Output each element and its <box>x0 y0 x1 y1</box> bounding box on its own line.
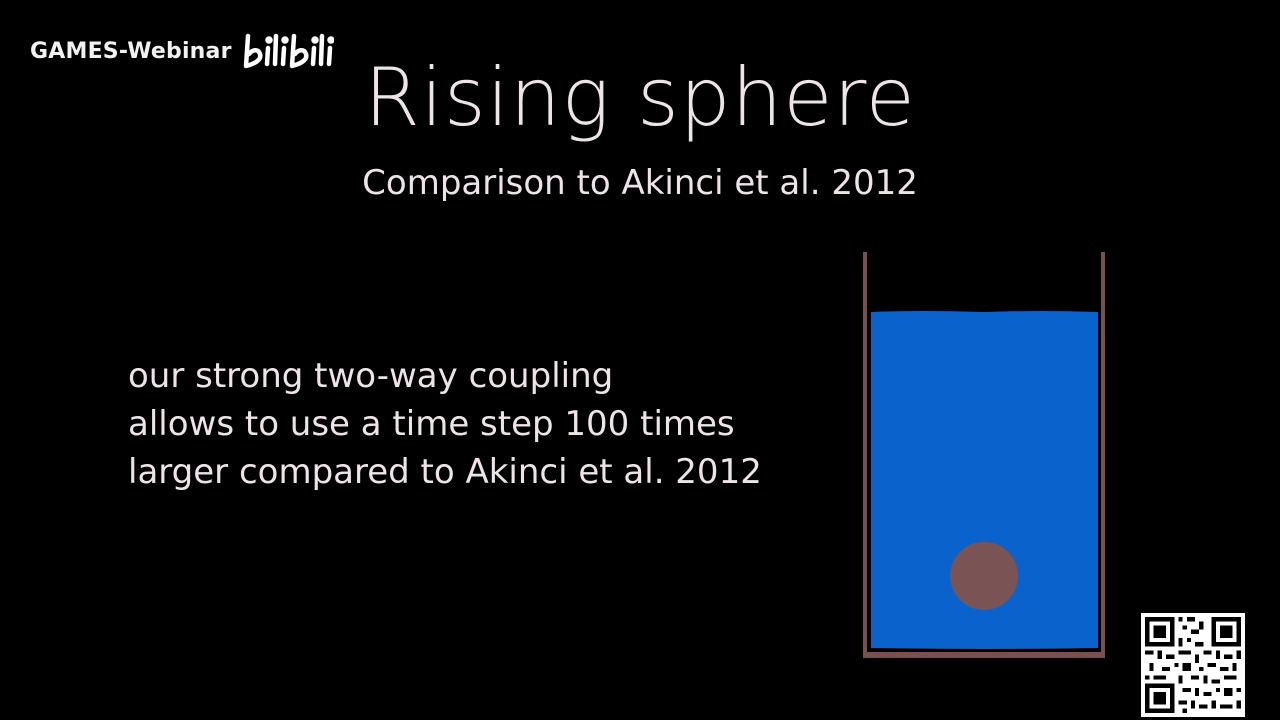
watermark-label: GAMES-Webinar <box>30 38 232 64</box>
watermark: GAMES-Webinar <box>30 30 334 72</box>
bilibili-logo-icon <box>243 33 334 69</box>
body-line: our strong two-way coupling <box>128 356 614 396</box>
body-line: allows to use a time step 100 times <box>128 404 735 444</box>
simulation-figure <box>863 252 1105 658</box>
slide-subtitle: Comparison to Akinci et al. 2012 <box>362 163 918 203</box>
qr-code-icon <box>1141 613 1245 717</box>
fluid <box>871 311 1098 649</box>
slide-body: our strong two-way coupling allows to us… <box>128 352 762 496</box>
body-line: larger compared to Akinci et al. 2012 <box>128 452 762 492</box>
slide-title: Rising sphere <box>364 51 916 144</box>
rising-sphere <box>950 542 1018 610</box>
container <box>863 252 1105 658</box>
